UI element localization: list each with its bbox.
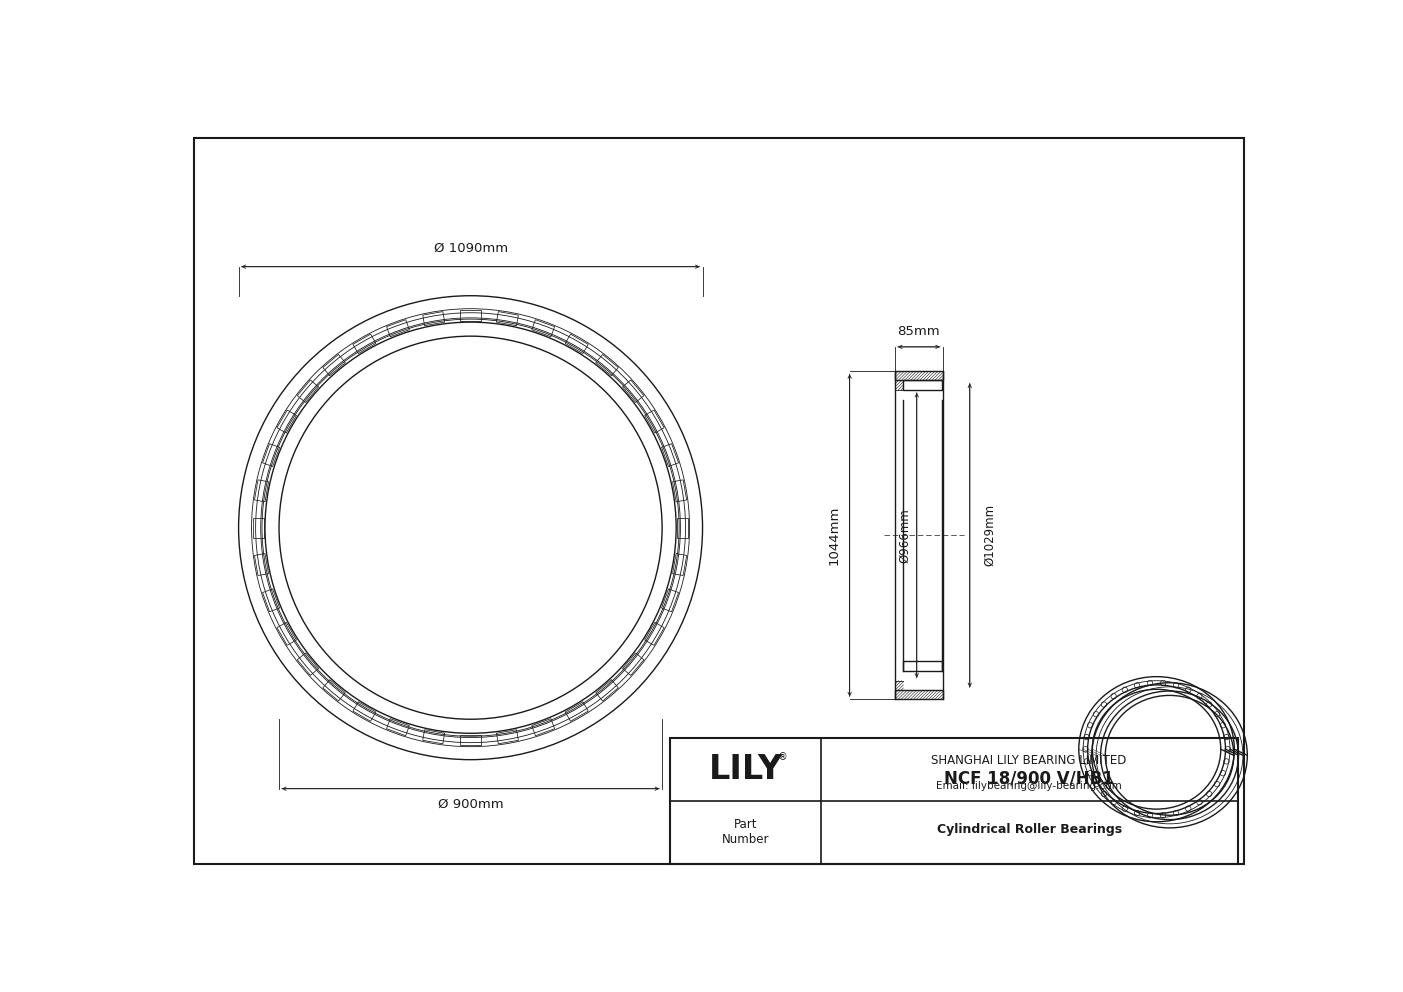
- Bar: [895, 690, 943, 699]
- Bar: [671, 738, 1237, 864]
- Text: ®: ®: [777, 752, 787, 762]
- Text: Ø 1090mm: Ø 1090mm: [434, 242, 508, 255]
- Text: Part
Number: Part Number: [721, 818, 769, 846]
- Text: Email: lilybearing@lily-bearing.com: Email: lilybearing@lily-bearing.com: [936, 781, 1122, 791]
- Text: 1044mm: 1044mm: [828, 506, 840, 565]
- Text: Cylindrical Roller Bearings: Cylindrical Roller Bearings: [937, 823, 1122, 836]
- Bar: [904, 380, 941, 390]
- Text: LILY: LILY: [709, 753, 783, 786]
- Bar: [895, 371, 943, 381]
- Text: 85mm: 85mm: [898, 324, 940, 337]
- Text: Ø966mm: Ø966mm: [898, 508, 912, 562]
- Text: NCF 18/900 V/HB1: NCF 18/900 V/HB1: [944, 769, 1114, 787]
- Text: Ø 900mm: Ø 900mm: [438, 798, 504, 810]
- Text: SHANGHAI LILY BEARING LIMITED: SHANGHAI LILY BEARING LIMITED: [932, 754, 1127, 767]
- Bar: [904, 661, 941, 671]
- Text: Ø1029mm: Ø1029mm: [982, 504, 996, 566]
